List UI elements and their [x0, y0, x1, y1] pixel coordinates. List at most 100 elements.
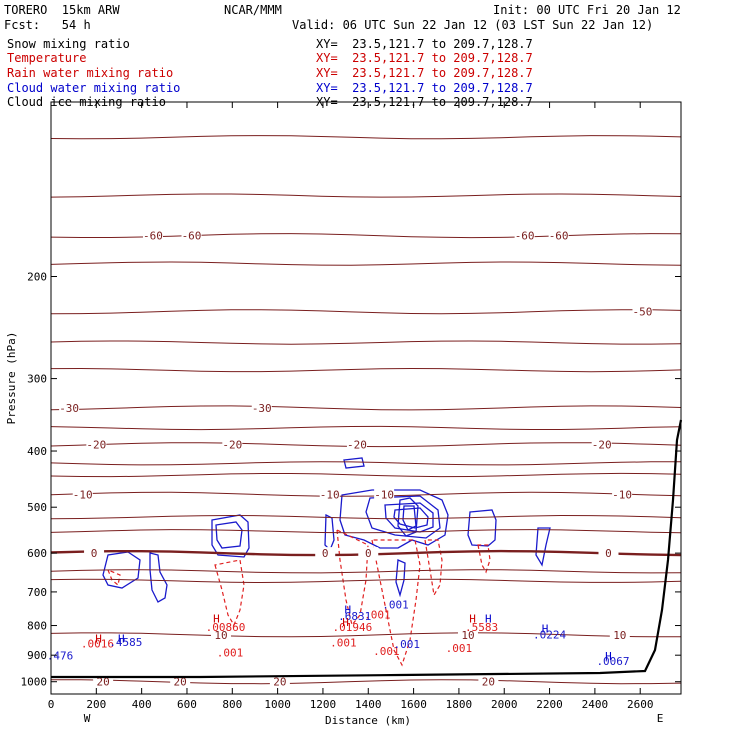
x-tick-label: 800 [222, 698, 242, 711]
isotherm-label-bg [632, 305, 653, 319]
x-tick-label: 2400 [582, 698, 609, 711]
isotherm-label-bg [210, 628, 231, 642]
isotherm-line [50, 472, 682, 478]
cloud-water-label: .001 [394, 638, 421, 651]
isotherm--10 [50, 491, 682, 497]
isotherm-label: -60 [143, 230, 163, 243]
rain-label: .5583 [465, 621, 498, 634]
x-tick-label: 1200 [310, 698, 337, 711]
field-name-0: Snow mixing ratio [7, 37, 130, 51]
isotherm-label: -10 [320, 488, 340, 501]
x-axis-label: Distance (km) [325, 714, 411, 727]
isotherm-label: -20 [222, 439, 242, 452]
isotherm-label: -30 [252, 402, 272, 415]
isotherm-20 [51, 679, 682, 685]
x-end-label-right: E [657, 712, 664, 725]
isotherm-label-bg [598, 547, 619, 561]
isotherm-label: 20 [273, 676, 286, 689]
isotherm-label-bg [514, 229, 535, 243]
cloud-water-label: .4585 [109, 636, 142, 649]
isotherm-label: -20 [86, 439, 106, 452]
isotherm-label: 20 [482, 676, 495, 689]
isotherm-line [50, 193, 682, 198]
cloud-water-labels: .001.6831.0224.0067.001.4585.476 [47, 599, 630, 668]
y-tick-label: 600 [27, 547, 47, 560]
max-marker: H [342, 616, 349, 629]
isotherm-label-bg [59, 401, 80, 415]
x-tick-label: 1800 [446, 698, 473, 711]
isotherm-label-bg [181, 229, 202, 243]
isotherm-label-bg [84, 547, 105, 561]
model-label: TORERO 15km ARW [4, 3, 120, 17]
x-end-label-left: W [84, 712, 91, 725]
fcst-label: Fcst: 54 h [4, 18, 91, 32]
rain-label: .001 [330, 637, 357, 650]
max-marker: H [542, 622, 549, 635]
isotherm-label-bg [457, 628, 478, 642]
isotherm-label: -10 [374, 488, 394, 501]
isotherm-label-bg [548, 229, 569, 243]
field-xy-3: XY= 23.5,121.7 to 209.7,128.7 [316, 81, 533, 95]
cloud-water-label: .001 [382, 599, 409, 612]
isotherm-label-bg [93, 675, 114, 689]
y-tick-label: 200 [27, 271, 47, 284]
isotherm-label-bg [222, 438, 243, 452]
y-axis-label: Pressure (hPa) [5, 332, 18, 425]
x-tick-label: 1600 [400, 698, 427, 711]
rain-labels: .01946.001.001.001.001.001.0016.00860.55… [81, 609, 498, 660]
isotherm-line [50, 135, 682, 140]
isotherm-line [50, 514, 682, 520]
isotherm-label-bg [269, 675, 290, 689]
isotherm-label-bg [612, 488, 633, 502]
max-marker: H [118, 633, 125, 646]
y-tick-label: 1000 [21, 676, 48, 689]
isotherm--50 [50, 309, 682, 315]
field-xy-2: XY= 23.5,121.7 to 209.7,128.7 [316, 66, 533, 80]
cloud-water-label: .0224 [533, 628, 566, 641]
max-marker: H [485, 612, 492, 625]
isotherm-label-bg [315, 547, 336, 561]
isotherm-label: 0 [605, 547, 612, 560]
isotherm-label: 0 [365, 547, 372, 560]
field-name-3: Cloud water mixing ratio [7, 81, 181, 95]
isotherm-label-bg [346, 438, 367, 452]
isotherm-label-bg [609, 628, 630, 642]
cloud-water-label: .0067 [596, 655, 629, 668]
isotherm-label-bg [86, 438, 107, 452]
x-tick-label: 2000 [491, 698, 518, 711]
max-marker: H [345, 604, 352, 617]
isotherm-label: 0 [91, 547, 98, 560]
isotherm-10 [50, 632, 682, 638]
isotherm-label: -60 [515, 230, 535, 243]
init-label: Init: 00 UTC Fri 20 Jan 12 [493, 3, 681, 17]
isotherm-label: -60 [182, 230, 202, 243]
isotherm-label-bg [72, 488, 93, 502]
isotherm-line [50, 529, 682, 534]
isotherm--30 [50, 405, 682, 411]
isotherm-label-bg [251, 401, 272, 415]
valid-label: Valid: 06 UTC Sun 22 Jan 12 (03 LST Sun … [292, 18, 654, 32]
org-label: NCAR/MMM [224, 3, 282, 17]
isotherm-label-bg [170, 675, 191, 689]
isotherm-line [50, 367, 682, 373]
rain-label: .001 [446, 642, 473, 655]
isotherm-line [50, 261, 682, 266]
rain-label: .001 [373, 645, 400, 658]
max-marker: H [469, 612, 476, 625]
x-tick-label: 0 [48, 698, 55, 711]
max-marker: H [605, 650, 612, 663]
field-xy-0: XY= 23.5,121.7 to 209.7,128.7 [316, 37, 533, 51]
isotherm-label: -50 [633, 306, 653, 319]
cloud-water-label: .476 [47, 649, 74, 662]
y-tick-label: 300 [27, 373, 47, 386]
max-marker: H [95, 633, 102, 646]
y-tick-label: 500 [27, 501, 47, 514]
field-name-2: Rain water mixing ratio [7, 66, 174, 80]
x-tick-label: 2200 [536, 698, 563, 711]
y-tick-label: 700 [27, 586, 47, 599]
isotherm-label-bg [358, 547, 379, 561]
isotherm-label: -20 [592, 439, 612, 452]
isotherm-line [50, 340, 682, 345]
